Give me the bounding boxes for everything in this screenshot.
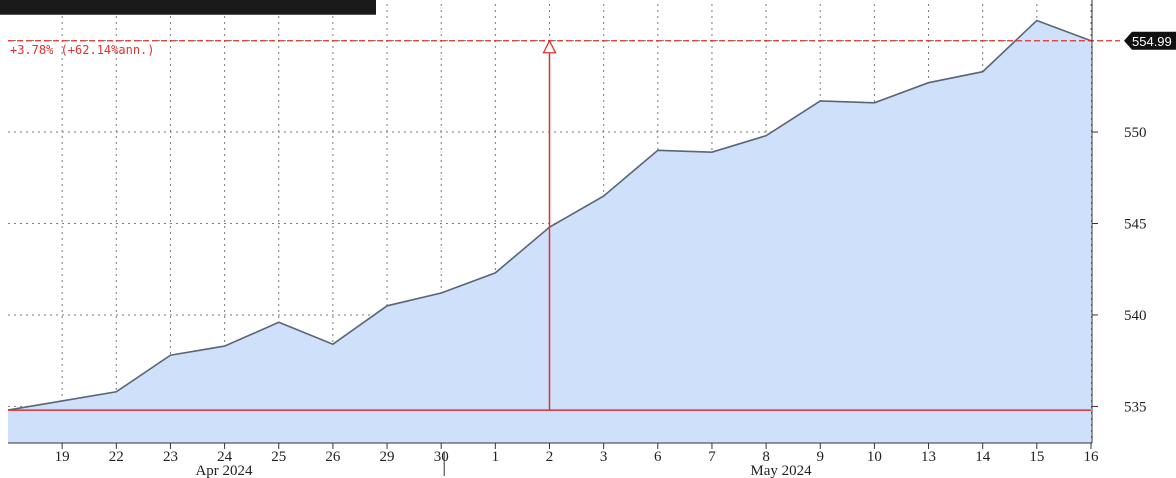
x-tick-label: 15 bbox=[1029, 449, 1044, 465]
x-tick-label: 24 bbox=[217, 449, 233, 465]
x-tick-label: 8 bbox=[762, 449, 770, 465]
month-label-apr: Apr 2024 bbox=[195, 463, 253, 478]
x-tick-label: 19 bbox=[55, 449, 70, 465]
return-label: +3.78% (+62.14%ann.) bbox=[10, 43, 155, 57]
x-tick-label: 30 bbox=[434, 449, 449, 465]
x-tick-label: 9 bbox=[817, 449, 825, 465]
x-tick-label: 2 bbox=[546, 449, 554, 465]
month-label-may: May 2024 bbox=[750, 463, 812, 478]
y-tick-label: 540 bbox=[1124, 308, 1147, 324]
last-value-tag bbox=[1124, 31, 1176, 50]
x-tick-label: 23 bbox=[163, 449, 178, 465]
x-tick-label: 6 bbox=[654, 449, 662, 465]
y-tick-label: 535 bbox=[1124, 399, 1147, 415]
x-tick-label: 29 bbox=[380, 449, 395, 465]
y-axis-labels: 535 540 545 550 554.99 bbox=[1092, 31, 1176, 415]
x-tick-label: 22 bbox=[109, 449, 124, 465]
arrow-head bbox=[542, 39, 557, 54]
x-tick-label: 13 bbox=[921, 449, 936, 465]
x-tick-label: 25 bbox=[271, 449, 286, 465]
y-tick-label: 545 bbox=[1124, 217, 1147, 233]
last-value-label: 554.99 bbox=[1132, 34, 1172, 49]
x-tick-label: 7 bbox=[708, 449, 716, 465]
x-tick-label: 26 bbox=[325, 449, 341, 465]
y-tick-label: 550 bbox=[1124, 125, 1147, 141]
x-tick-label: 3 bbox=[600, 449, 608, 465]
x-tick-label: 16 bbox=[1084, 449, 1100, 465]
return-annotation: +3.78% (+62.14%ann.) bbox=[8, 39, 1120, 411]
x-tick-label: 14 bbox=[975, 449, 991, 465]
x-tick-label: 1 bbox=[492, 449, 500, 465]
header-strip bbox=[0, 0, 376, 15]
x-tick-label: 10 bbox=[867, 449, 882, 465]
